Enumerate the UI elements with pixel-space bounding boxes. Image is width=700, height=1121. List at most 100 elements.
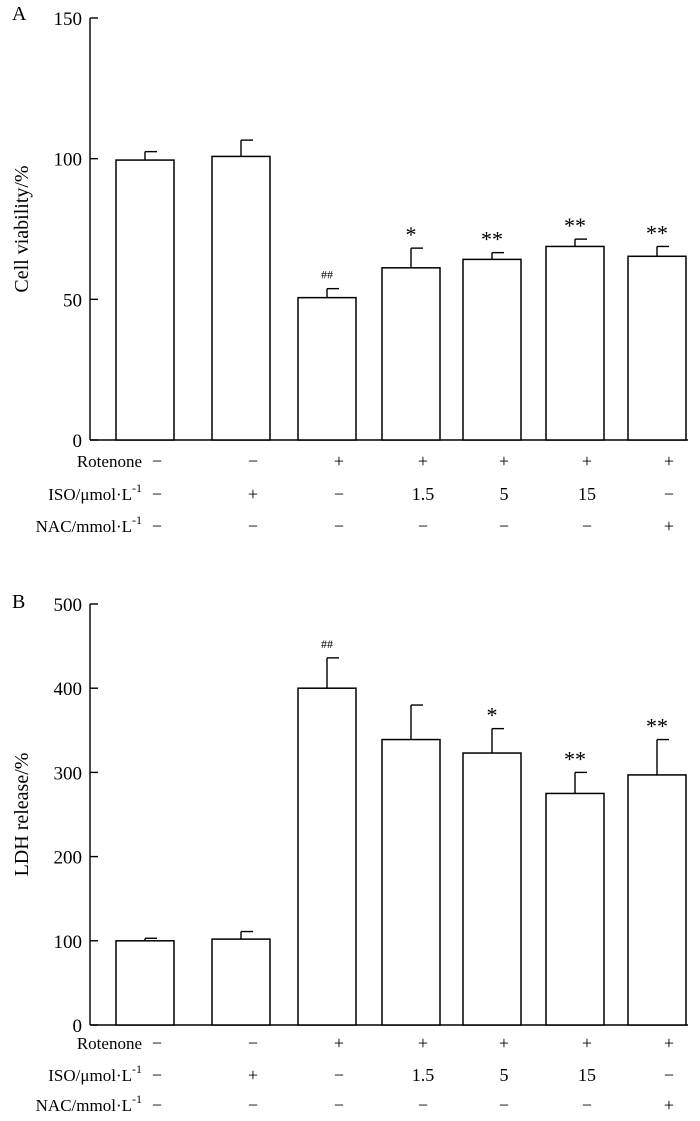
condition-value: 15 bbox=[578, 1065, 596, 1085]
condition-value: − bbox=[418, 1095, 428, 1115]
condition-value: 5 bbox=[500, 484, 509, 504]
y-axis-label: Cell viability/% bbox=[11, 165, 33, 292]
condition-value: + bbox=[582, 1033, 592, 1053]
significance-annotation: * bbox=[406, 222, 417, 247]
condition-value: − bbox=[152, 1095, 162, 1115]
bar bbox=[115, 940, 175, 1026]
condition-value: − bbox=[152, 451, 162, 471]
condition-value: + bbox=[334, 451, 344, 471]
condition-value: + bbox=[499, 1033, 509, 1053]
condition-value: − bbox=[334, 484, 344, 504]
bar bbox=[545, 792, 605, 1026]
condition-value: 15 bbox=[578, 484, 596, 504]
condition-label-superscript: -1 bbox=[132, 1092, 142, 1106]
y-tick-label: 100 bbox=[54, 150, 83, 171]
condition-value: − bbox=[152, 1033, 162, 1053]
condition-value: 5 bbox=[500, 1065, 509, 1085]
bar bbox=[297, 296, 357, 441]
significance-annotation: ** bbox=[646, 220, 668, 245]
hash-annotation: ## bbox=[321, 268, 333, 282]
condition-value: − bbox=[664, 1065, 674, 1085]
condition-label-text: ISO/μmol·L bbox=[48, 485, 132, 504]
condition-value: + bbox=[334, 1033, 344, 1053]
condition-value: + bbox=[664, 451, 674, 471]
condition-table: Rotenone − − + + + + +ISO/μmol·L-1− + −1.5 5 15 −NAC… bbox=[36, 451, 674, 536]
condition-value: + bbox=[418, 1033, 428, 1053]
significance-annotation: ** bbox=[481, 227, 503, 252]
bar bbox=[627, 255, 687, 441]
y-tick-label: 0 bbox=[73, 431, 83, 452]
condition-label-text: NAC/mmol·L bbox=[36, 1096, 132, 1115]
condition-value: + bbox=[664, 1095, 674, 1115]
condition-label-text: ISO/μmol·L bbox=[48, 1066, 132, 1085]
condition-value: − bbox=[499, 516, 509, 536]
condition-label-superscript: -1 bbox=[132, 513, 142, 527]
bar bbox=[627, 774, 687, 1026]
condition-label-text: Rotenone bbox=[77, 1034, 142, 1053]
y-tick-label: 400 bbox=[54, 679, 83, 700]
condition-table: Rotenone − − + + + + +ISO/μmol·L-1− + −1.5 5 15 −NAC… bbox=[36, 1033, 674, 1115]
condition-value: + bbox=[248, 1065, 258, 1085]
condition-value: + bbox=[499, 451, 509, 471]
y-tick-label: 50 bbox=[63, 290, 82, 311]
y-tick-label: 300 bbox=[54, 763, 83, 784]
bar bbox=[211, 938, 271, 1026]
y-tick-label: 150 bbox=[54, 9, 83, 30]
condition-value: − bbox=[248, 1095, 258, 1115]
condition-value: − bbox=[334, 1065, 344, 1085]
bar bbox=[462, 258, 522, 441]
condition-value: − bbox=[418, 516, 428, 536]
condition-value: − bbox=[334, 516, 344, 536]
condition-label: NAC/mmol·L-1 bbox=[36, 1092, 142, 1115]
hash-annotation: ## bbox=[321, 637, 333, 651]
bar bbox=[297, 687, 357, 1026]
significance-annotation: ** bbox=[646, 714, 668, 739]
condition-label-text: Rotenone bbox=[77, 452, 142, 471]
y-tick-label: 100 bbox=[54, 932, 83, 953]
condition-value: − bbox=[248, 451, 258, 471]
bar bbox=[545, 245, 605, 441]
condition-value: + bbox=[418, 451, 428, 471]
panel-label: A bbox=[12, 3, 27, 25]
condition-value: − bbox=[582, 1095, 592, 1115]
condition-value: − bbox=[152, 484, 162, 504]
condition-label-superscript: -1 bbox=[132, 481, 142, 495]
condition-label-text: NAC/mmol·L bbox=[36, 517, 132, 536]
condition-value: − bbox=[152, 516, 162, 536]
condition-value: + bbox=[582, 451, 592, 471]
y-tick-label: 0 bbox=[73, 1016, 83, 1037]
y-tick-label: 500 bbox=[54, 595, 83, 616]
condition-value: + bbox=[248, 484, 258, 504]
bar bbox=[381, 267, 441, 441]
significance-annotation: ** bbox=[564, 746, 586, 771]
condition-value: 1.5 bbox=[412, 1065, 435, 1085]
bar bbox=[211, 155, 271, 441]
condition-label: Rotenone bbox=[77, 1034, 142, 1053]
condition-value: − bbox=[499, 1095, 509, 1115]
condition-value: 1.5 bbox=[412, 484, 435, 504]
condition-value: − bbox=[248, 1033, 258, 1053]
condition-value: − bbox=[582, 516, 592, 536]
significance-annotation: ** bbox=[564, 213, 586, 238]
significance-annotation: * bbox=[487, 703, 498, 728]
condition-value: − bbox=[152, 1065, 162, 1085]
panel-label: B bbox=[12, 591, 25, 613]
bar bbox=[381, 738, 441, 1026]
condition-label-superscript: -1 bbox=[132, 1062, 142, 1076]
condition-label: ISO/μmol·L-1 bbox=[48, 481, 142, 504]
bar bbox=[115, 159, 175, 441]
condition-value: − bbox=[248, 516, 258, 536]
condition-value: − bbox=[664, 484, 674, 504]
condition-value: − bbox=[334, 1095, 344, 1115]
condition-value: + bbox=[664, 516, 674, 536]
condition-value: + bbox=[664, 1033, 674, 1053]
y-tick-label: 200 bbox=[54, 848, 83, 869]
condition-label: ISO/μmol·L-1 bbox=[48, 1062, 142, 1085]
condition-label: NAC/mmol·L-1 bbox=[36, 513, 142, 536]
bar bbox=[462, 752, 522, 1026]
y-axis-label: LDH release/% bbox=[11, 753, 33, 877]
condition-label: Rotenone bbox=[77, 452, 142, 471]
